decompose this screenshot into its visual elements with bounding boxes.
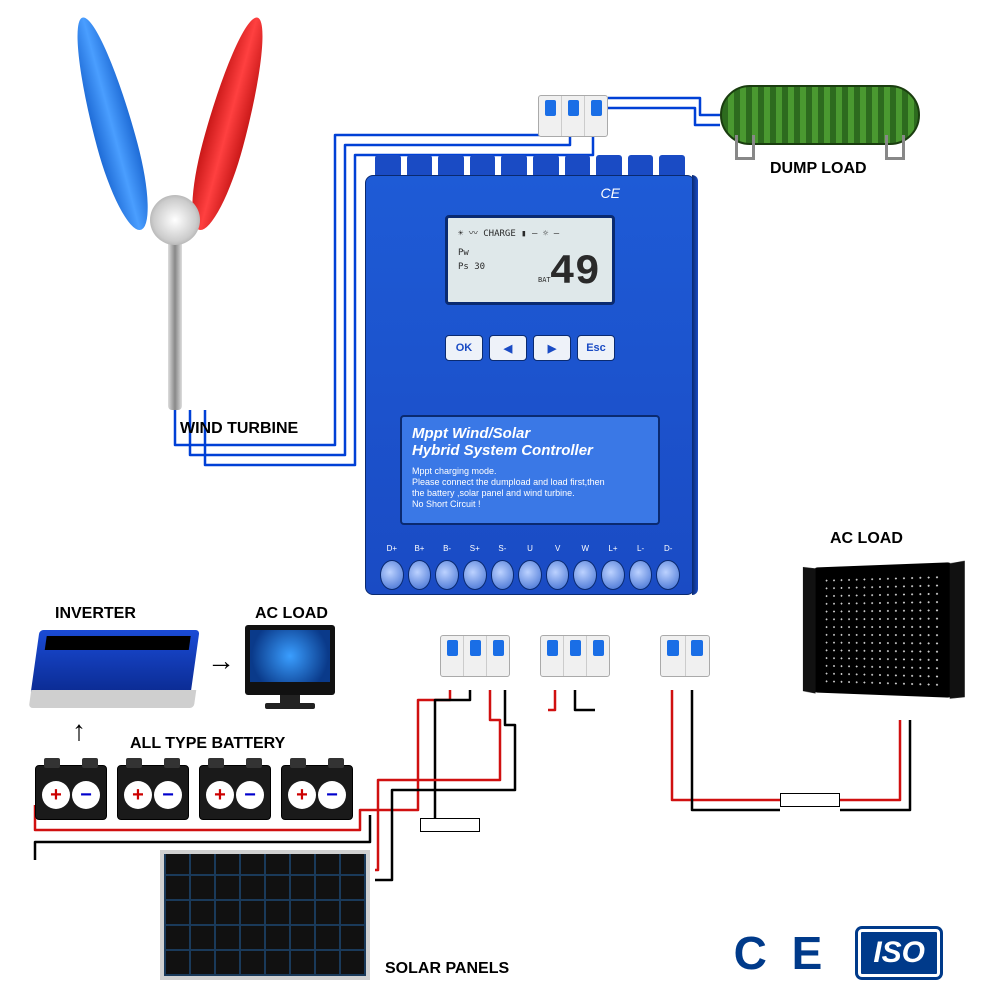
- ac-load-led-panel: [814, 562, 952, 697]
- battery-label: ALL TYPE BATTERY: [130, 735, 285, 753]
- controller-title: Mppt Wind/SolarHybrid System Controller: [412, 425, 648, 460]
- turbine-hub: [150, 195, 200, 245]
- terminal-labels: D+B+B- S+S-U VWL+ L-D-: [380, 544, 680, 553]
- fuse-load: [780, 793, 840, 807]
- arrow-up-icon: ↑: [72, 715, 86, 747]
- breaker-load: [660, 635, 710, 690]
- turbine-pole: [168, 230, 182, 410]
- solar-panel: [160, 850, 370, 980]
- controller-info-panel: Mppt Wind/SolarHybrid System Controller …: [400, 415, 660, 525]
- controller-lcd: ☀ 〰 CHARGE ▮ – ☼ – Pw Ps 30 BAT 49: [445, 215, 615, 305]
- btn-right[interactable]: ▶: [533, 335, 571, 361]
- lcd-main-value: 49: [550, 248, 600, 296]
- btn-left[interactable]: ◀: [489, 335, 527, 361]
- breaker-battery: [440, 635, 510, 690]
- solar-label: SOLAR PANELS: [385, 960, 509, 978]
- turbine-blade-blue: [63, 16, 160, 232]
- wind-turbine-label: WIND TURBINE: [180, 420, 298, 438]
- ac-load-left-label: AC LOAD: [255, 605, 328, 623]
- btn-ok[interactable]: OK: [445, 335, 483, 361]
- ce-mark-small: CE: [601, 185, 620, 201]
- dump-load-label: DUMP LOAD: [770, 160, 867, 178]
- certification-logos: C E ISO: [734, 926, 940, 980]
- turbine-blade-red: [180, 16, 277, 232]
- inverter-label: INVERTER: [55, 605, 136, 623]
- fuse-battery: [420, 818, 480, 832]
- ac-load-right-label: AC LOAD: [830, 530, 903, 548]
- controller-terminals: [380, 560, 680, 590]
- inverter: [30, 630, 199, 695]
- battery-bank: +− +− +− +−: [35, 765, 353, 820]
- iso-logo: ISO: [858, 929, 940, 977]
- controller-buttons: OK ◀ ▶ Esc: [445, 335, 615, 361]
- breaker-solar: [540, 635, 610, 690]
- ce-logo: C E: [734, 926, 829, 980]
- dump-load: [720, 85, 920, 145]
- btn-esc[interactable]: Esc: [577, 335, 615, 361]
- arrow-right-icon: →: [207, 645, 235, 677]
- breaker-top: [538, 95, 608, 150]
